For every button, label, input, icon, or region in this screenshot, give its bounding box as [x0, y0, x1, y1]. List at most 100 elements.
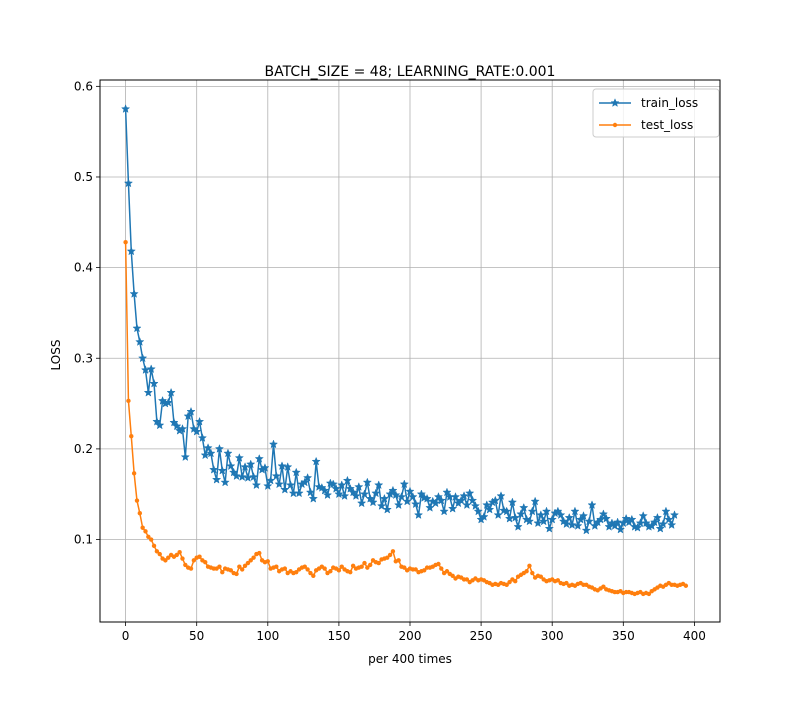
test-loss-point [336, 568, 342, 573]
train-loss-point [658, 519, 668, 529]
test-loss-point [123, 240, 128, 245]
test-loss-point [646, 591, 652, 597]
test-loss-point [439, 566, 444, 571]
train-loss-point [231, 471, 242, 481]
x-tick-label: 300 [541, 629, 564, 643]
train-loss-point [152, 416, 162, 426]
train-loss-point [402, 496, 412, 506]
test-loss-point [524, 569, 529, 574]
train-loss-point [598, 509, 609, 519]
legend-label-train-loss: train_loss [641, 96, 698, 110]
train-loss-point [502, 506, 512, 516]
test-loss-point [348, 569, 353, 575]
legend: train_loss test_loss [592, 88, 720, 138]
train-loss-point [612, 517, 623, 527]
train-loss-point [183, 411, 193, 421]
legend-label-test-loss: test_loss [641, 118, 693, 132]
test-loss-point [507, 579, 512, 585]
train-loss-point [371, 488, 381, 498]
train-loss-point [470, 501, 481, 510]
test-loss-point [140, 525, 145, 530]
train-loss-point [382, 504, 392, 514]
test-loss-point [339, 564, 344, 569]
test-loss-point [134, 498, 140, 503]
train-loss-point [547, 514, 557, 524]
train-loss-point [484, 504, 495, 514]
y-axis-ticks: 0.1 0.2 0.3 0.4 0.5 0.6 [74, 79, 100, 547]
test-loss-point [350, 563, 356, 569]
test-loss-point [180, 556, 185, 561]
test-loss-point [513, 579, 518, 584]
test-loss-point [248, 558, 253, 563]
x-tick-label: 200 [399, 629, 422, 643]
test-loss-point [228, 568, 234, 573]
train-loss-point [581, 525, 591, 535]
test-loss-point [302, 564, 307, 569]
train-loss-point [246, 459, 256, 469]
train-loss-point [339, 491, 350, 500]
train-loss-point [399, 479, 409, 489]
x-tick-label: 0 [122, 629, 130, 643]
train-loss-point [120, 104, 131, 113]
y-tick-label: 0.6 [74, 79, 93, 93]
train-loss-point [226, 461, 236, 471]
test-loss-point [166, 555, 171, 560]
train-loss-point [308, 493, 318, 503]
train-loss-point [342, 475, 353, 485]
test-loss-point [376, 560, 381, 566]
train-loss-point [146, 364, 156, 374]
train-loss-point [541, 506, 552, 516]
test-loss-point [148, 537, 154, 542]
y-axis-label: LOSS [49, 340, 63, 371]
test-loss-point [131, 471, 137, 476]
train-loss-point [652, 512, 663, 522]
train-loss-point [166, 387, 176, 397]
test-loss-point [362, 560, 367, 566]
y-tick-label: 0.4 [74, 261, 93, 275]
train-loss-point [192, 426, 202, 436]
train-loss-point [155, 420, 165, 430]
test-loss-point [242, 563, 248, 569]
test-loss-point [251, 555, 256, 560]
train-loss-point [348, 487, 358, 497]
train-loss-point [661, 506, 671, 516]
train-loss-point [388, 485, 398, 495]
train-loss-point [587, 500, 597, 510]
train-loss-point [138, 353, 148, 363]
train-loss-point [448, 503, 458, 513]
test-loss-point [282, 566, 288, 571]
train-loss-point [220, 477, 230, 487]
train-loss-point [450, 492, 461, 501]
train-loss-point [649, 517, 660, 527]
test-loss-point [154, 549, 160, 554]
test-loss-point [683, 583, 689, 588]
train-loss-point [385, 489, 395, 499]
chart-title: BATCH_SIZE = 48; LEARNING_RATE:0.001 [265, 64, 556, 80]
test-loss-point [191, 558, 197, 563]
test-loss-point [126, 398, 131, 404]
test-loss-point [396, 558, 401, 563]
train-loss-point [422, 493, 432, 503]
train-loss-point [260, 463, 270, 472]
grid-lines [100, 80, 720, 622]
train-loss-point [601, 513, 611, 523]
train-loss-point [163, 397, 173, 407]
train-loss-point [439, 506, 449, 516]
train-loss-point [556, 510, 566, 520]
train-loss-point [539, 516, 549, 526]
test-loss-point [143, 529, 148, 534]
train-loss-point [465, 488, 475, 498]
x-tick-label: 150 [327, 629, 350, 643]
train-loss-point [240, 462, 250, 471]
train-loss-point [641, 518, 651, 528]
train-loss-point [172, 421, 182, 431]
train-loss-point [584, 516, 594, 526]
series-layer [120, 104, 689, 597]
train-loss-point [254, 453, 264, 463]
train-loss-point [186, 406, 196, 416]
x-tick-label: 350 [612, 629, 635, 643]
train-loss-point [251, 480, 262, 490]
train-loss-point [331, 483, 341, 493]
test-loss-point [308, 570, 313, 576]
train-loss-point [143, 387, 154, 397]
